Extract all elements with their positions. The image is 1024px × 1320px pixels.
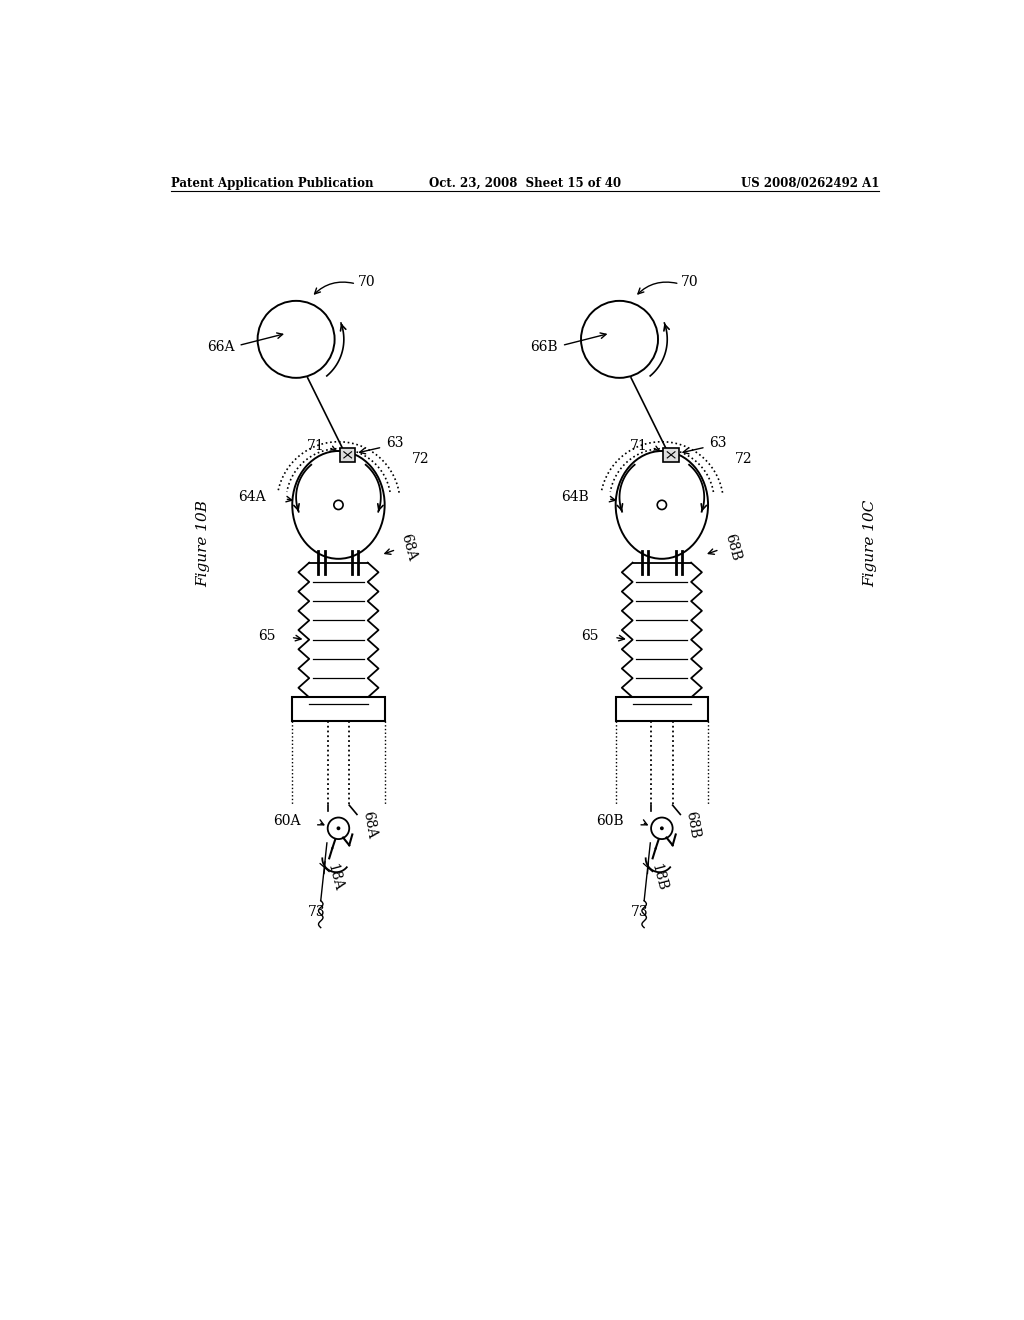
Text: 70: 70 (681, 275, 698, 289)
Text: 18B: 18B (648, 862, 669, 892)
Text: 71: 71 (307, 438, 325, 453)
Text: 68A: 68A (398, 532, 419, 562)
Text: 72: 72 (412, 451, 429, 466)
Ellipse shape (615, 451, 708, 558)
Text: 68B: 68B (683, 809, 702, 840)
Bar (664, 447, 679, 462)
Text: Figure 10B: Figure 10B (197, 500, 211, 587)
Circle shape (581, 301, 658, 378)
Text: 66B: 66B (530, 341, 558, 354)
Text: 73: 73 (631, 906, 648, 919)
Bar (615, 697, 708, 721)
Bar (340, 447, 355, 462)
Text: 64A: 64A (238, 490, 265, 504)
Circle shape (659, 826, 664, 830)
Text: 64B: 64B (561, 490, 589, 504)
Text: 66A: 66A (207, 341, 234, 354)
Text: 71: 71 (630, 438, 648, 453)
Text: 72: 72 (735, 451, 753, 466)
Text: Oct. 23, 2008  Sheet 15 of 40: Oct. 23, 2008 Sheet 15 of 40 (429, 177, 621, 190)
Ellipse shape (292, 451, 385, 558)
Text: US 2008/0262492 A1: US 2008/0262492 A1 (740, 177, 879, 190)
Text: 60A: 60A (273, 813, 301, 828)
Text: Patent Application Publication: Patent Application Publication (171, 177, 373, 190)
Text: 65: 65 (258, 628, 275, 643)
Circle shape (258, 301, 335, 378)
Text: 65: 65 (582, 628, 599, 643)
Text: 70: 70 (357, 275, 376, 289)
Text: 60B: 60B (597, 813, 625, 828)
Text: 63: 63 (386, 437, 403, 450)
Circle shape (337, 826, 340, 830)
Text: 73: 73 (307, 906, 326, 919)
Circle shape (328, 817, 349, 840)
Text: 63: 63 (710, 437, 727, 450)
Bar (292, 697, 385, 721)
Text: Figure 10C: Figure 10C (863, 500, 877, 587)
Text: 18A: 18A (325, 862, 345, 892)
Text: 68A: 68A (360, 809, 379, 840)
Text: 68B: 68B (722, 532, 742, 562)
Circle shape (651, 817, 673, 840)
